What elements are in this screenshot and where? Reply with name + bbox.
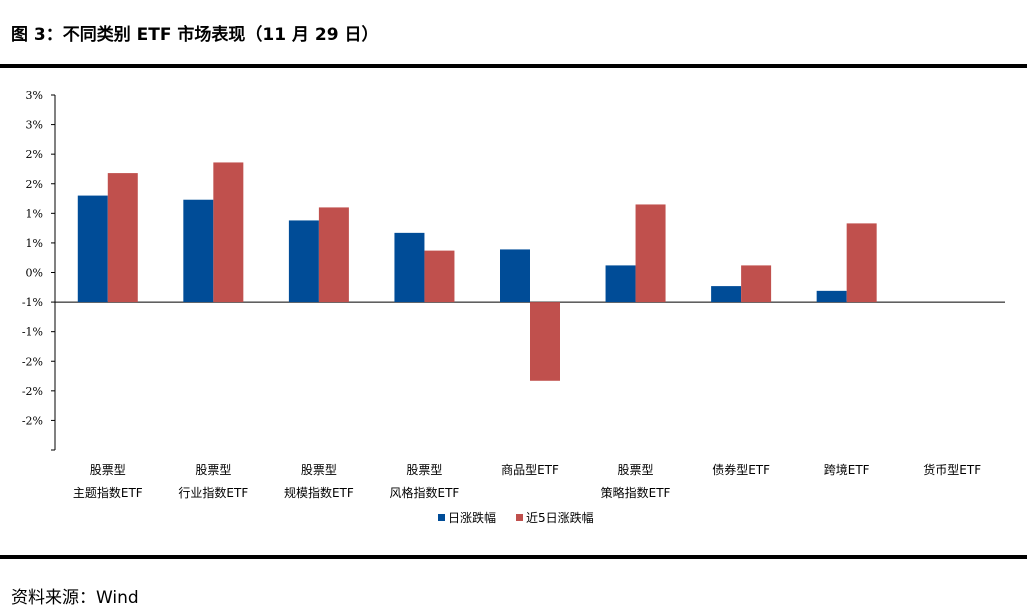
x-category-label: 股票型	[618, 463, 654, 477]
bar-daily	[183, 199, 214, 303]
legend-label-daily: 日涨跌幅	[448, 510, 496, 525]
y-tick-label: 2%	[26, 178, 43, 191]
legend-swatch-daily	[438, 514, 445, 521]
y-tick-label: -2%	[22, 414, 43, 427]
y-tick-label: -1%	[22, 326, 43, 339]
x-category-label: 跨境ETF	[824, 462, 870, 477]
x-category-label: 股票型	[90, 463, 126, 477]
x-category-label: 主题指数ETF	[73, 485, 143, 500]
x-category-label: 债券型ETF	[712, 462, 770, 477]
bar-daily	[500, 249, 530, 303]
bar-5day	[635, 204, 666, 303]
bar-5day	[213, 162, 244, 303]
chart-bars	[77, 162, 877, 381]
y-tick-label: 1%	[26, 237, 43, 250]
x-category-label: 股票型	[406, 463, 442, 477]
y-tick-label: 2%	[26, 148, 43, 161]
bar-5day	[846, 223, 877, 303]
source-note: 资料来源：Wind	[11, 588, 139, 608]
x-category-label: 商品型ETF	[501, 462, 559, 477]
x-category-label: 行业指数ETF	[178, 485, 248, 500]
y-tick-label: -1%	[22, 296, 43, 309]
bar-daily	[288, 220, 319, 303]
legend-swatch-5day	[516, 514, 523, 521]
x-category-label: 风格指数ETF	[390, 485, 460, 500]
chart-title: 图 3：不同类别 ETF 市场表现（11 月 29 日）	[11, 25, 379, 45]
y-tick-labels: 3% 3% 2% 2% 1% 1% 0% -1% -1% -2% -2% -2%	[22, 89, 43, 427]
bar-daily	[711, 286, 742, 303]
bar-chart: 3% 3% 2% 2% 1% 1% 0% -1% -1% -2% -2% -2% 股票型主题指数ETF…	[22, 89, 1005, 525]
x-category-label: 股票型	[301, 463, 337, 477]
legend: 日涨跌幅 近5日涨跌幅	[438, 510, 594, 525]
bar-5day	[530, 302, 560, 381]
y-tick-label: 3%	[26, 89, 43, 102]
bar-daily	[394, 232, 425, 303]
x-category-label: 策略指数ETF	[601, 485, 671, 500]
y-tick-label: -2%	[22, 355, 43, 368]
bar-5day	[741, 265, 772, 303]
x-category-label: 规模指数ETF	[284, 485, 354, 500]
bar-daily	[77, 195, 108, 303]
legend-label-5day: 近5日涨跌幅	[526, 510, 594, 525]
bar-daily	[816, 290, 847, 303]
y-tick-label: 1%	[26, 207, 43, 220]
y-tick-label: 0%	[26, 267, 43, 280]
bar-daily	[605, 265, 636, 303]
y-tick-label: 3%	[26, 119, 43, 132]
top-rule	[0, 64, 1027, 68]
x-category-label: 货币型ETF	[923, 462, 981, 477]
x-category-label: 股票型	[195, 463, 231, 477]
bar-5day	[107, 173, 138, 303]
y-tick-label: -2%	[22, 385, 43, 398]
bottom-rule	[0, 555, 1027, 559]
bar-5day	[318, 207, 349, 303]
bar-5day	[424, 250, 455, 303]
